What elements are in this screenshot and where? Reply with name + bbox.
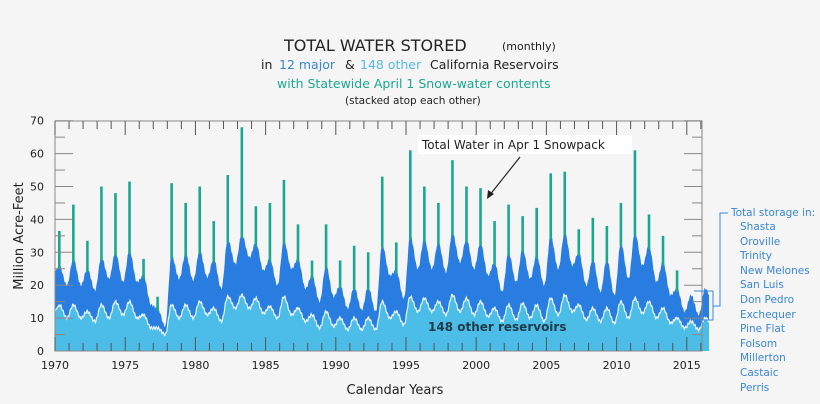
snowpack-bar — [451, 160, 454, 236]
snowpack-bar — [352, 245, 356, 291]
other-reservoirs-label: 148 other reservoirs — [428, 320, 566, 334]
subtitle-other: 148 other — [360, 57, 422, 72]
y-tick-label: 10 — [30, 312, 44, 325]
snowpack-bar — [282, 179, 286, 245]
snowpack-bar — [661, 235, 665, 266]
snowpack-bar — [479, 188, 482, 246]
snowpack-bar — [521, 216, 524, 253]
legend-item: Oroville — [740, 235, 781, 248]
snowpack-bar — [423, 186, 426, 243]
snowpack-bar — [605, 225, 609, 263]
snowpack-bar — [380, 176, 384, 248]
snowpack-bar — [100, 186, 103, 261]
subtitle-snow: with Statewide April 1 Snow-water conten… — [277, 76, 551, 91]
y-tick-label: 40 — [30, 213, 44, 226]
snowpack-annotation-box — [418, 135, 632, 154]
y-tick-label: 50 — [30, 181, 44, 194]
legend-item: Castaic — [740, 367, 779, 379]
legend-bracket — [694, 212, 728, 321]
x-tick-label: 2005 — [532, 359, 560, 372]
subtitle-amp: & — [345, 57, 355, 72]
snowpack-bar — [156, 296, 159, 312]
snowpack-bar — [254, 206, 258, 246]
snowpack-bar — [647, 214, 651, 250]
x-tick-label: 2015 — [673, 359, 701, 372]
x-tick-label: 1970 — [41, 359, 69, 372]
snowpack-bar — [507, 204, 510, 256]
snowpack-bar — [114, 193, 117, 256]
snowpack-bar — [184, 202, 187, 258]
legend-item: San Luis — [740, 279, 784, 292]
legend-heading: Total storage in: — [731, 207, 816, 219]
snowpack-bar — [366, 252, 370, 291]
x-tick-label: 2010 — [603, 359, 631, 372]
snowpack-bar — [72, 204, 75, 263]
snowpack-bar — [619, 202, 623, 246]
snowpack-bar — [212, 221, 216, 263]
snowpack-bar — [465, 186, 468, 243]
y-axis-label: Million Acre-Feet — [12, 182, 27, 289]
snowpack-bar — [86, 240, 89, 273]
snowpack-bar — [170, 183, 173, 259]
subtitle-stacked: (stacked atop each other) — [345, 95, 481, 107]
chart-frequency: (monthly) — [502, 40, 556, 53]
snowpack-bar — [591, 217, 595, 263]
snowpack-bar — [310, 260, 314, 279]
line-other-reservoirs — [54, 292, 710, 337]
chart-title: TOTAL WATER STORED — [284, 36, 467, 55]
legend-item: New Melones — [740, 264, 810, 277]
snowpack-bar — [128, 181, 131, 254]
snowpack-bar — [394, 242, 398, 274]
snowpack-bar — [240, 127, 244, 238]
x-tick-label: 1990 — [322, 359, 350, 372]
snowpack-bar — [226, 174, 230, 243]
snowpack-bar — [437, 202, 440, 246]
snowpack-bar — [296, 224, 300, 263]
y-tick-label: 20 — [30, 279, 44, 292]
snowpack-bar — [577, 229, 581, 256]
arrow-head-icon — [487, 190, 494, 199]
axes: 1970 1975 1980 1985 1990 1995 2000 2005 2010 2015… — [30, 115, 703, 372]
area-layers — [54, 231, 710, 351]
snowpack-bar — [58, 230, 61, 269]
subtitle-major: 12 major — [279, 57, 335, 72]
legend-item: Millerton — [740, 352, 786, 365]
snowpack-annotation: Total Water in Apr 1 Snowpack — [421, 138, 605, 152]
snowpack-bar — [563, 171, 567, 236]
x-tick-label: 1975 — [111, 359, 139, 372]
legend-item: Pine Flat — [740, 323, 785, 336]
legend-item: Shasta — [740, 221, 776, 233]
subtitle-in: in — [261, 57, 273, 72]
x-tick-label: 1995 — [392, 359, 420, 372]
snowpack-bar — [324, 224, 328, 269]
area-other-reservoirs — [55, 294, 710, 351]
snowpack-bar — [549, 173, 553, 240]
snowpack-bar — [535, 207, 538, 259]
legend-item: Don Pedro — [740, 294, 795, 306]
legend-item: Exchequer — [740, 308, 796, 321]
y-tick-label: 60 — [30, 148, 44, 161]
x-tick-label: 1980 — [181, 359, 209, 372]
y-tick-label: 70 — [30, 115, 44, 128]
x-tick-label: 2000 — [462, 359, 490, 372]
y-tick-label: 30 — [30, 246, 44, 259]
x-tick-label: 1985 — [252, 359, 280, 372]
snowpack-arrow — [488, 156, 521, 197]
snowpack-bar — [493, 221, 496, 266]
snowpack-bar — [268, 202, 272, 263]
snowpack-bar — [338, 260, 342, 289]
y-tick-label: 0 — [37, 345, 44, 358]
snowpack-bar — [142, 258, 145, 279]
snowpack-bar — [409, 150, 412, 240]
subtitle-rest: California Reservoirs — [430, 57, 559, 72]
legend-item: Trinity — [740, 250, 773, 263]
x-axis-label: Calendar Years — [347, 383, 444, 398]
legend-item: Folsom — [740, 337, 778, 350]
snowpack-bar — [198, 186, 202, 254]
snowpack-bar — [675, 270, 679, 292]
snowpack-bar — [633, 150, 637, 236]
snowpack-bars — [58, 127, 679, 312]
legend-item: Perris — [740, 381, 770, 394]
